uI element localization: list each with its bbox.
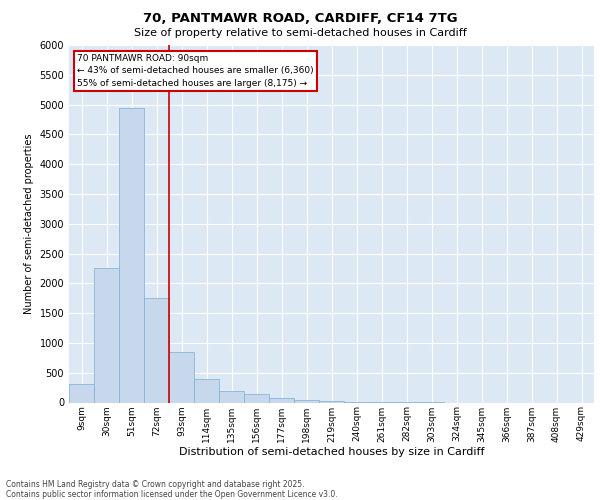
Y-axis label: Number of semi-detached properties: Number of semi-detached properties — [24, 134, 34, 314]
Bar — [144, 298, 169, 403]
Bar — [319, 400, 344, 402]
Text: 70 PANTMAWR ROAD: 90sqm
← 43% of semi-detached houses are smaller (6,360)
55% of: 70 PANTMAWR ROAD: 90sqm ← 43% of semi-de… — [77, 54, 314, 88]
X-axis label: Distribution of semi-detached houses by size in Cardiff: Distribution of semi-detached houses by … — [179, 447, 484, 457]
Bar — [169, 352, 194, 403]
Text: Size of property relative to semi-detached houses in Cardiff: Size of property relative to semi-detach… — [134, 28, 466, 38]
Bar — [94, 268, 119, 402]
Text: 70, PANTMAWR ROAD, CARDIFF, CF14 7TG: 70, PANTMAWR ROAD, CARDIFF, CF14 7TG — [143, 12, 457, 26]
Bar — [119, 108, 144, 403]
Bar — [294, 400, 319, 402]
Text: Contains HM Land Registry data © Crown copyright and database right 2025.
Contai: Contains HM Land Registry data © Crown c… — [6, 480, 338, 499]
Bar — [194, 380, 219, 402]
Bar — [244, 394, 269, 402]
Bar — [69, 384, 94, 402]
Bar — [219, 390, 244, 402]
Bar — [269, 398, 294, 402]
